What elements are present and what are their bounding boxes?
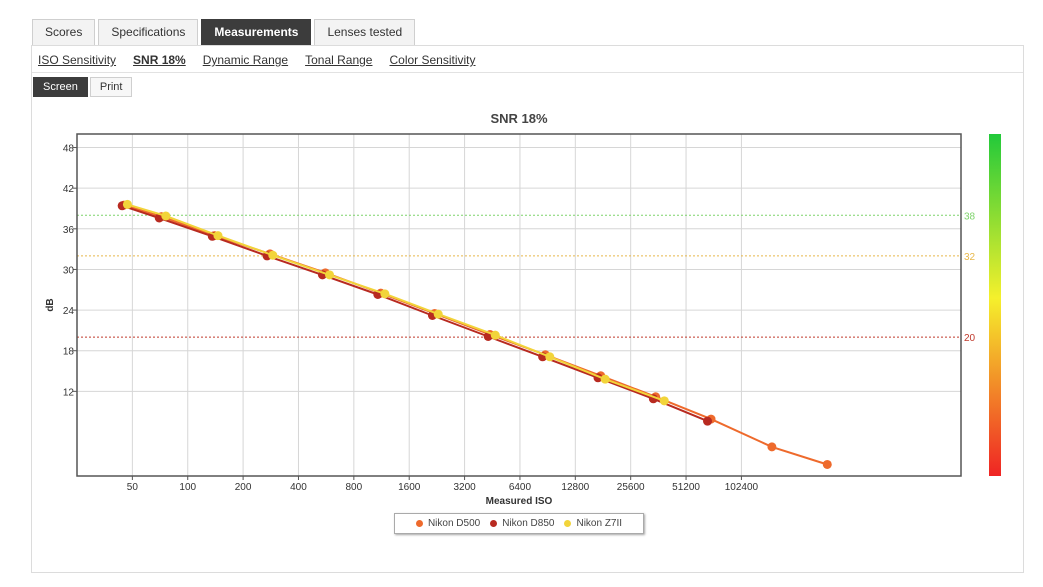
data-point-nikon-z7ii [213, 231, 223, 241]
data-point-nikon-z7ii [659, 396, 669, 406]
x-tick-label: 3200 [453, 482, 476, 493]
tab-measurements[interactable]: Measurements [201, 19, 312, 45]
data-point-nikon-z7ii [433, 309, 443, 319]
x-tick-label: 400 [290, 482, 307, 493]
data-point-nikon-z7ii [380, 289, 390, 299]
legend-label-z7ii: Nikon Z7II [576, 518, 623, 529]
reference-label-32: 32 [964, 252, 976, 263]
y-tick-label: 30 [63, 265, 75, 276]
data-point-nikon-z7ii [268, 250, 278, 260]
y-tick-label: 18 [63, 347, 75, 358]
x-axis-ticks: 50 100 200 400 800 1600 3200 6400 12800 25600 5120… [127, 476, 759, 493]
data-point-nikon-z7ii [490, 330, 500, 340]
tab-scores[interactable]: Scores [32, 19, 96, 45]
x-tick-label: 12800 [561, 482, 589, 493]
reference-lines: 38 32 20 [77, 211, 976, 344]
data-point-nikon-z7ii [325, 270, 335, 280]
subnav-color-sensitivity[interactable]: Color Sensitivity [389, 53, 476, 67]
legend-item-d850[interactable]: Nikon D850 [490, 518, 554, 529]
legend-item-z7ii[interactable]: Nikon Z7II [564, 518, 622, 529]
data-point-nikon-z7ii [122, 199, 132, 209]
x-tick-label: 800 [345, 482, 362, 493]
reference-label-38: 38 [964, 211, 976, 222]
legend-label-d500: Nikon D500 [427, 518, 481, 529]
data-point-nikon-d500 [822, 459, 832, 469]
reference-label-20: 20 [964, 333, 976, 344]
data-point-nikon-d850 [703, 416, 713, 426]
tab-specifications[interactable]: Specifications [98, 19, 199, 45]
subnav-divider [32, 72, 1023, 73]
chart-title: SNR 18% [490, 111, 548, 126]
subnav-tonal-range[interactable]: Tonal Range [305, 53, 373, 67]
legend-label-d850: Nikon D850 [502, 518, 555, 529]
y-axis-ticks: 12 18 24 30 36 42 48 [63, 144, 77, 398]
x-tick-label: 200 [235, 482, 252, 493]
y-tick-label: 12 [63, 387, 75, 398]
mode-screen-button[interactable]: Screen [33, 77, 88, 97]
measurements-panel [31, 45, 1024, 573]
mode-print-button[interactable]: Print [89, 77, 133, 97]
series-line-nikon-d500 [123, 204, 828, 466]
subnav-iso-sensitivity[interactable]: ISO Sensitivity [38, 53, 117, 67]
legend-item-d500[interactable]: Nikon D500 [415, 518, 481, 529]
tab-lenses-tested[interactable]: Lenses tested [314, 19, 416, 45]
y-tick-label: 24 [63, 306, 75, 317]
legend-marker-d500 [415, 520, 423, 527]
data-point-nikon-z7ii [161, 211, 171, 221]
legend-marker-z7ii [564, 520, 572, 527]
legend-marker-d850 [490, 520, 498, 527]
quality-color-scale [989, 134, 1001, 476]
x-tick-label: 100 [179, 482, 196, 493]
y-tick-label: 48 [63, 144, 75, 155]
y-tick-label: 36 [63, 225, 75, 236]
data-point-nikon-z7ii [600, 374, 610, 384]
display-mode-toggle: Screen Print [33, 77, 134, 97]
x-tick-label: 50 [127, 482, 139, 493]
plot-frame [76, 133, 962, 477]
series-group [117, 199, 832, 469]
data-point-nikon-d500 [767, 442, 777, 452]
subnav-snr-18[interactable]: SNR 18% [133, 53, 186, 67]
x-tick-label: 1600 [398, 482, 421, 493]
x-tick-label: 6400 [509, 482, 532, 493]
chart-grid [77, 134, 961, 476]
y-axis-label: dB [45, 298, 56, 311]
subnav-dynamic-range[interactable]: Dynamic Range [202, 53, 289, 67]
x-tick-label: 51200 [672, 482, 700, 493]
x-tick-label: 102400 [725, 482, 759, 493]
measurement-subnav: ISO Sensitivity SNR 18% Dynamic Range To… [38, 53, 493, 67]
x-axis-label: Measured ISO [486, 496, 553, 507]
data-point-nikon-z7ii [545, 352, 555, 362]
tab-bar: Scores Specifications Measurements Lense… [32, 19, 418, 46]
x-tick-label: 25600 [617, 482, 645, 493]
y-tick-label: 42 [63, 184, 75, 195]
chart-legend: Nikon D500 Nikon D850 Nikon Z7II [394, 513, 644, 534]
